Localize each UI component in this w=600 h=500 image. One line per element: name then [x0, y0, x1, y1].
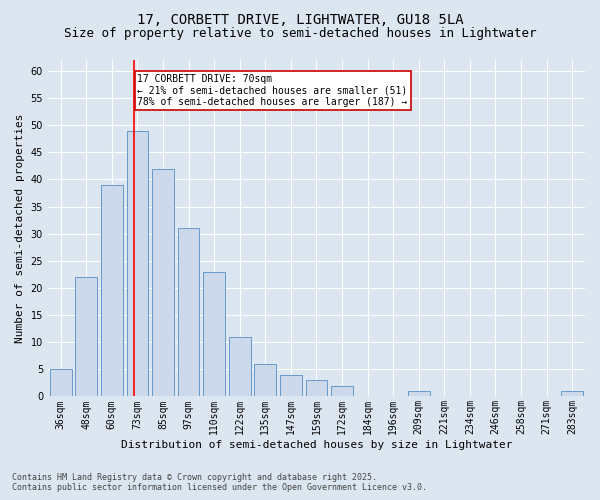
Bar — [203, 272, 225, 396]
Bar — [178, 228, 199, 396]
Bar — [254, 364, 276, 396]
Bar — [50, 370, 71, 396]
Y-axis label: Number of semi-detached properties: Number of semi-detached properties — [15, 114, 25, 343]
Bar — [562, 391, 583, 396]
Text: 17, CORBETT DRIVE, LIGHTWATER, GU18 5LA: 17, CORBETT DRIVE, LIGHTWATER, GU18 5LA — [137, 12, 463, 26]
Bar — [127, 130, 148, 396]
Bar — [152, 168, 174, 396]
Text: Size of property relative to semi-detached houses in Lightwater: Size of property relative to semi-detach… — [64, 28, 536, 40]
Bar — [76, 277, 97, 396]
Text: Contains HM Land Registry data © Crown copyright and database right 2025.
Contai: Contains HM Land Registry data © Crown c… — [12, 473, 427, 492]
Bar — [101, 185, 123, 396]
X-axis label: Distribution of semi-detached houses by size in Lightwater: Distribution of semi-detached houses by … — [121, 440, 512, 450]
Bar — [331, 386, 353, 396]
Bar — [305, 380, 328, 396]
Bar — [280, 374, 302, 396]
Bar — [408, 391, 430, 396]
Text: 17 CORBETT DRIVE: 70sqm
← 21% of semi-detached houses are smaller (51)
78% of se: 17 CORBETT DRIVE: 70sqm ← 21% of semi-de… — [137, 74, 407, 107]
Bar — [229, 336, 251, 396]
